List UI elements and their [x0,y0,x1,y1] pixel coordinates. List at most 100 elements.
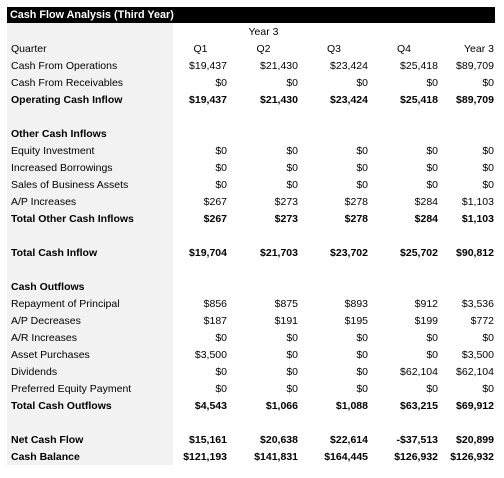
table-row: Dividends $0 $0 $0 $62,104 $62,104 [7,363,495,380]
column-header: Q2 [256,42,271,55]
table-cell: $195 [344,314,368,327]
row-label: Total Other Cash Inflows [7,210,173,227]
row-label: Asset Purchases [7,346,173,363]
row-label: A/R Increases [7,329,173,346]
table-cell: $278 [344,212,368,225]
table-row: Total Cash Inflow $19,704 $21,703 $23,702 $2… [7,244,495,261]
table-cell: $126,932 [450,450,494,463]
table-cell: $0 [286,161,298,174]
table-cell [369,278,439,295]
spacer-row [7,108,495,125]
table-cell: $0 [286,348,298,361]
table-cell: $0 [482,76,494,89]
table-cell: $15,161 [189,433,227,446]
table-cell: $0 [356,331,368,344]
table-cell: $23,702 [330,246,368,259]
table-row: Cash Outflows [7,278,495,295]
table-cell: $89,709 [456,59,494,72]
table-cell: $21,430 [260,93,298,106]
table-cell: $0 [426,348,438,361]
table-cell: $0 [286,382,298,395]
row-label: Total Cash Inflow [7,244,173,261]
table-cell: $22,614 [330,433,368,446]
table-cell: $0 [356,161,368,174]
table-cell: $191 [274,314,298,327]
row-label: Sales of Business Assets [7,176,173,193]
table-cell: $0 [482,161,494,174]
table-cell: $893 [344,297,368,310]
column-header-row: Quarter Q1 Q2 Q3 Q4 Year 3 [7,40,495,57]
table-cell: $875 [274,297,298,310]
table-cell [173,278,228,295]
table-cell: $1,066 [265,399,298,412]
table-cell: $772 [470,314,494,327]
table-cell: $19,437 [189,59,227,72]
table-cell [228,125,299,142]
table-row: Increased Borrowings $0 $0 $0 $0 $0 [7,159,495,176]
table-cell: $21,703 [260,246,298,259]
table-cell: $4,543 [194,399,227,412]
table-cell [439,125,495,142]
table-cell: $3,536 [461,297,494,310]
table-cell: $0 [482,331,494,344]
table-cell: $273 [274,195,298,208]
table-cell: $1,103 [461,195,494,208]
table-cell: $0 [356,144,368,157]
column-header: Q4 [396,42,411,55]
table-row: Total Other Cash Inflows $267 $273 $278 $284… [7,210,495,227]
table-cell: $0 [482,382,494,395]
year-header-row: Year 3 [7,23,495,40]
table-cell: $912 [414,297,438,310]
table-cell: $89,709 [456,93,494,106]
table-cell: $25,702 [400,246,438,259]
row-label: Repayment of Principal [7,295,173,312]
table-cell: $0 [286,178,298,191]
table-cell: $19,437 [189,93,227,106]
table-cell: $0 [286,76,298,89]
spacer-row [7,414,495,431]
table-cell: $0 [215,178,227,191]
row-label: Operating Cash Inflow [7,91,173,108]
table-cell: $0 [215,331,227,344]
table-cell: $21,430 [260,59,298,72]
table-cell: $0 [356,382,368,395]
table-cell: $63,215 [400,399,438,412]
table-cell: $284 [414,195,438,208]
table-cell: $126,932 [394,450,438,463]
table-row: Cash From Operations $19,437 $21,430 $23,42… [7,57,495,74]
table-cell: $25,418 [400,59,438,72]
row-label: Equity Investment [7,142,173,159]
cash-flow-table: Year 3 Quarter Q1 Q2 Q3 Q4 Year 3 Cash F… [7,23,495,465]
table-cell: $62,104 [456,365,494,378]
table-cell: $164,445 [324,450,368,463]
row-label: Cash Outflows [7,278,173,295]
table-cell: $0 [482,144,494,157]
table-cell: $20,899 [456,433,494,446]
table-row: Other Cash Inflows [7,125,495,142]
table-row: Operating Cash Inflow $19,437 $21,430 $23,4… [7,91,495,108]
table-cell: $0 [215,365,227,378]
table-cell: $20,638 [260,433,298,446]
table-cell: $1,088 [335,399,368,412]
table-cell: $0 [215,161,227,174]
table-cell: $0 [286,144,298,157]
table-cell: $0 [426,382,438,395]
table-cell: $0 [426,331,438,344]
table-cell: $23,424 [330,93,368,106]
year-header: Year 3 [248,25,279,38]
table-row: Cash Balance $121,193 $141,831 $164,445 $126… [7,448,495,465]
table-cell: $0 [426,178,438,191]
table-row: A/R Increases $0 $0 $0 $0 $0 [7,329,495,346]
spacer-row [7,261,495,278]
table-cell: $0 [426,161,438,174]
table-row: Cash From Receivables $0 $0 $0 $0 $0 [7,74,495,91]
row-label: Preferred Equity Payment [7,380,173,397]
table-cell: $25,418 [400,93,438,106]
table-cell: $278 [344,195,368,208]
row-label: Net Cash Flow [7,431,173,448]
row-label: Cash Balance [7,448,173,465]
table-cell [299,125,369,142]
table-cell: $62,104 [400,365,438,378]
table-cell [228,278,299,295]
row-label: Increased Borrowings [7,159,173,176]
